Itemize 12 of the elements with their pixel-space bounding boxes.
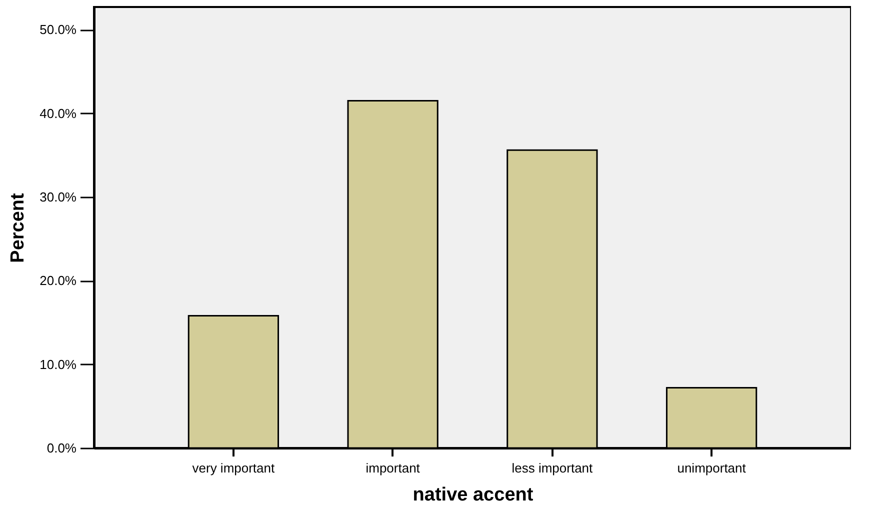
x-tick-label: less important: [512, 460, 594, 476]
y-tick-label: 40.0%: [40, 106, 77, 121]
y-axis-title: Percent: [8, 192, 29, 263]
x-tick-label: important: [366, 460, 420, 476]
x-axis-title: native accent: [412, 484, 534, 506]
y-tick-label: 10.0%: [40, 356, 77, 372]
y-tick-label: 0.0%: [46, 440, 77, 456]
y-tick-label: 30.0%: [40, 189, 77, 204]
y-tick-label: 20.0%: [40, 273, 77, 288]
x-tick-label: very important: [192, 460, 276, 476]
y-tick-label: 50.0%: [40, 22, 77, 38]
x-tick-label: unimportant: [677, 460, 746, 476]
